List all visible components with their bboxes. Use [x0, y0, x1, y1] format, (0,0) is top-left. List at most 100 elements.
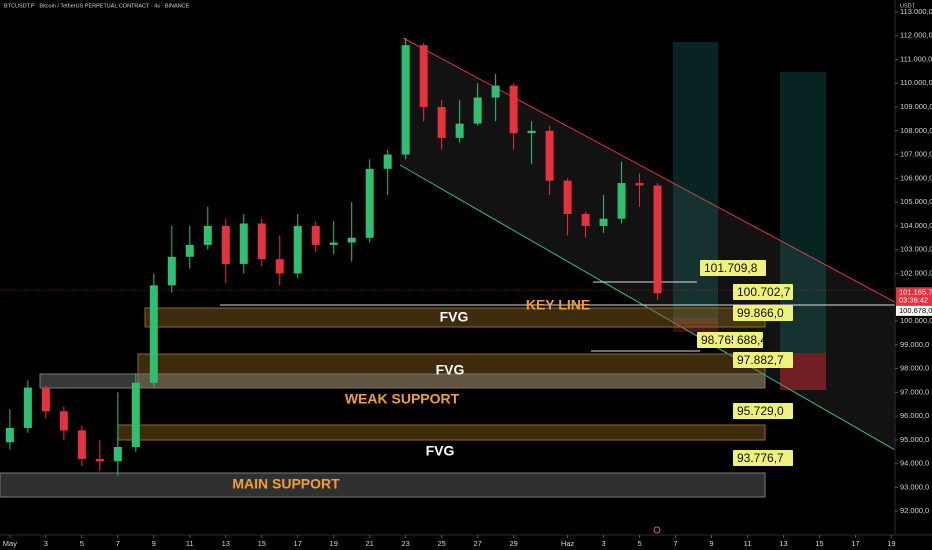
zone-label: FVG	[440, 309, 469, 325]
candle-body	[473, 97, 482, 124]
zone-label: FVG	[436, 362, 465, 378]
key-line-tag	[896, 305, 932, 316]
fvg-zone	[117, 424, 766, 441]
candle-body	[599, 218, 608, 226]
currency: USDT	[900, 3, 916, 9]
candle-body	[365, 168, 374, 238]
candle-body	[563, 180, 572, 214]
candle-body	[509, 85, 518, 134]
candle-body	[95, 458, 104, 462]
x-tick-label: 13	[222, 539, 230, 548]
zone-label: WEAK SUPPORT	[345, 391, 460, 407]
x-tick-label: May	[3, 539, 17, 548]
event-icon[interactable]	[653, 526, 661, 534]
price-axis	[895, 0, 932, 550]
price-label-box	[733, 450, 793, 466]
last-price-label: 101.165,7	[899, 287, 932, 296]
x-tick-label: 9	[709, 539, 713, 548]
candle-body	[617, 183, 626, 219]
y-tick-label: 108.000,0	[900, 126, 932, 135]
price-label-box	[733, 332, 763, 348]
price-label: 100.702,7	[737, 285, 791, 299]
y-tick-label: 102.000,0	[900, 268, 932, 277]
candle-body	[491, 85, 500, 98]
candle-body	[23, 387, 32, 428]
price-label-box	[700, 260, 766, 276]
candles	[5, 38, 662, 476]
y-tick-label: 99.000,0	[900, 340, 929, 349]
x-tick-label: 5	[80, 539, 84, 548]
zone-labels: 101.709,8100.702,799.866,098.765,9688,49…	[232, 260, 793, 492]
x-tick-label: 3	[44, 539, 48, 548]
price-label: 99.866,0	[737, 306, 784, 320]
candle-body	[383, 154, 392, 169]
x-tick-label: 15	[258, 539, 266, 548]
candle-body	[5, 428, 14, 443]
y-tick-label: 109.000,0	[900, 102, 932, 111]
y-tick-label: 92.000,0	[900, 506, 929, 515]
candle-body	[113, 447, 122, 462]
candle-body	[239, 223, 248, 264]
candle-body	[455, 123, 464, 138]
y-tick-label: 93.000,0	[900, 482, 929, 491]
candle-body	[581, 214, 590, 226]
x-tick-label: 29	[509, 539, 517, 548]
y-tick-label: 100.000,0	[900, 316, 932, 325]
long-stop	[673, 318, 718, 332]
candle-body	[347, 237, 356, 243]
zone-label: FVG	[426, 443, 455, 459]
long-target	[673, 42, 718, 324]
zone-label: MAIN SUPPORT	[232, 476, 340, 492]
chart-title: BTCUSDT.P · Bitcoin / TetherUS PERPETUAL…	[4, 3, 190, 9]
x-tick-label: 9	[152, 539, 156, 548]
candle-body	[167, 256, 176, 286]
x-tick-label: 19	[330, 539, 338, 548]
candle-body	[149, 285, 158, 383]
y-tick-label: 106.000,0	[900, 173, 932, 182]
price-label-box	[733, 352, 793, 368]
x-tick-label: Haz	[561, 539, 575, 548]
x-tick-label: 23	[402, 539, 410, 548]
price-label-box	[733, 284, 793, 300]
x-tick-label: 3	[601, 539, 605, 548]
candle-body	[41, 387, 50, 412]
last-price-tag	[896, 287, 932, 307]
candle-body	[203, 225, 212, 245]
y-tick-label: 111.000,0	[900, 54, 932, 63]
candle-body	[653, 185, 662, 294]
x-tick-label: 5	[637, 539, 641, 548]
channel-fill	[400, 38, 932, 471]
y-tick-label: 105.000,0	[900, 197, 932, 206]
zone-label: KEY LINE	[526, 297, 590, 313]
price-label: 93.776,7	[737, 451, 784, 465]
price-label: 101.709,8	[704, 261, 758, 275]
candle-body	[221, 225, 230, 264]
drawings	[0, 37, 932, 498]
candle-body	[59, 411, 68, 431]
candle-body	[311, 225, 320, 245]
y-tick-label: 97.000,0	[900, 387, 929, 396]
candle-body	[545, 130, 554, 181]
fvg-zone	[137, 353, 766, 389]
x-tick-label: 27	[473, 539, 481, 548]
candle-body	[185, 244, 194, 257]
y-tick-label: 103.000,0	[900, 245, 932, 254]
x-tick-label: 17	[294, 539, 302, 548]
y-tick-label: 104.000,0	[900, 221, 932, 230]
price-label: 688,4	[737, 333, 767, 347]
key-line-label: 100.678,0	[899, 306, 932, 315]
price-label-box	[733, 305, 793, 321]
y-tick-label: 96.000,0	[900, 411, 929, 420]
candle-body	[635, 183, 644, 186]
y-tick-label: 113.000,0	[900, 7, 932, 16]
main-support-zone	[0, 472, 766, 498]
channel-upper	[402, 37, 932, 323]
x-tick-label: 15	[815, 539, 823, 548]
y-tick-label: 107.000,0	[900, 150, 932, 159]
candle-body	[77, 430, 86, 459]
price-label: 95.729,0	[737, 404, 784, 418]
candle-body	[257, 223, 266, 260]
x-tick-label: 25	[437, 539, 445, 548]
y-tick-label: 95.000,0	[900, 435, 929, 444]
countdown: 03:36:42	[899, 295, 928, 304]
